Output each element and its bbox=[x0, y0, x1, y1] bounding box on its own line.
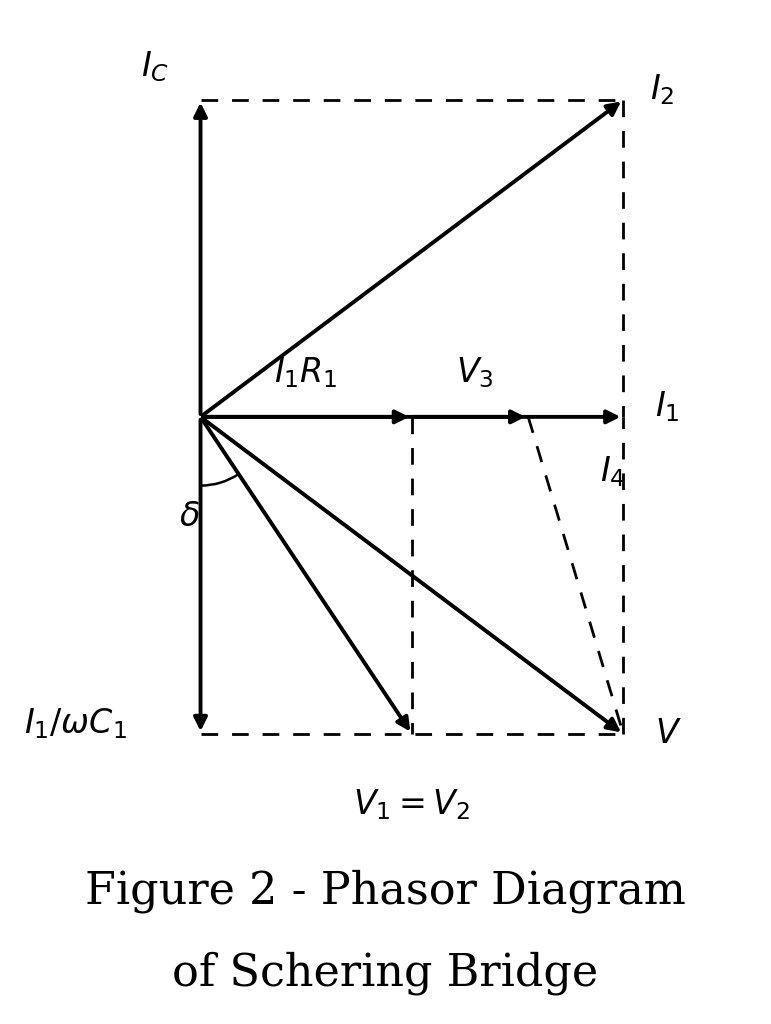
Text: $V$: $V$ bbox=[655, 718, 682, 750]
Text: $I_C$: $I_C$ bbox=[141, 49, 169, 84]
Text: Figure 2 - Phasor Diagram: Figure 2 - Phasor Diagram bbox=[85, 869, 686, 912]
Text: $I_1$: $I_1$ bbox=[655, 389, 679, 424]
Text: $I_2$: $I_2$ bbox=[650, 72, 674, 106]
Text: of Schering Bridge: of Schering Bridge bbox=[173, 951, 598, 994]
Text: $I_1/\omega C_1$: $I_1/\omega C_1$ bbox=[24, 707, 126, 740]
Text: $I_4$: $I_4$ bbox=[600, 454, 625, 488]
Text: $\delta$: $\delta$ bbox=[180, 502, 200, 534]
Text: $V_3$: $V_3$ bbox=[456, 355, 494, 390]
Text: $I_1R_1$: $I_1R_1$ bbox=[274, 355, 338, 390]
Text: $V_1=V_2$: $V_1=V_2$ bbox=[353, 786, 470, 821]
